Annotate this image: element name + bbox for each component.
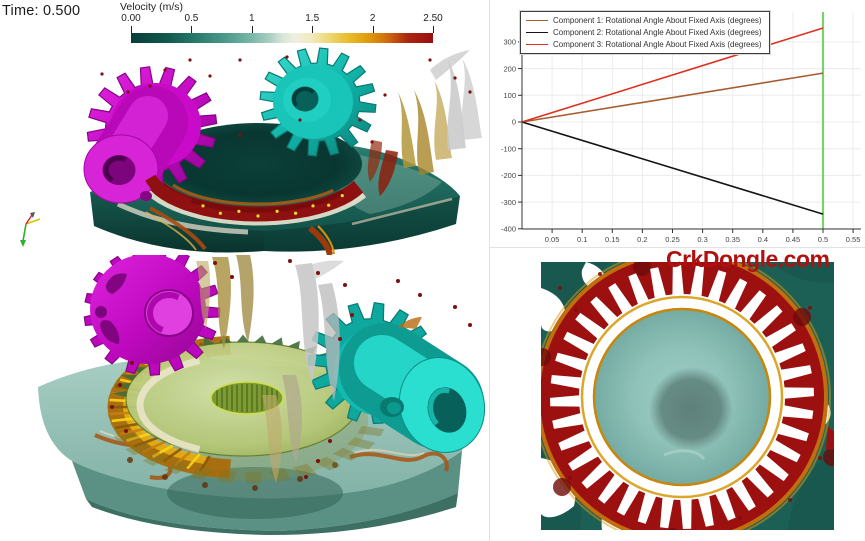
teal-gear <box>259 47 377 157</box>
gears-3d-scene-perspective <box>20 47 482 255</box>
chart-axes: 0.05 0.1 0.15 0.2 0.25 0.3 0.35 0.4 0.45 0.5 0.55 3… <box>501 12 861 244</box>
teal-gear <box>307 302 486 453</box>
gears-3d-scene-closeup <box>38 255 486 535</box>
y-tick-label: -100 <box>501 144 516 153</box>
gear-top-view-scene <box>541 262 834 530</box>
colorbar-tick <box>433 26 434 33</box>
colorbar-tick-label: 0.5 <box>184 13 199 24</box>
surface-streaks <box>116 197 453 255</box>
x-tick-label: 0.4 <box>758 235 768 244</box>
colorbar-tick <box>191 26 193 33</box>
render-view-top-left[interactable]: Time: 0.500 Velocity (m/s) 0.00 0.5 1 1.5 2 2… <box>0 0 490 255</box>
x-tick-label: 0.05 <box>545 235 560 244</box>
y-tick-label: 300 <box>503 38 516 47</box>
y-tick-label: -200 <box>501 171 516 180</box>
center-pool <box>592 307 772 487</box>
x-tick-label: 0.5 <box>818 235 828 244</box>
x-tick-label: 0.2 <box>637 235 647 244</box>
chart-series <box>521 27 824 215</box>
x-tick-label: 0.35 <box>725 235 740 244</box>
colorbar-gradient <box>131 33 433 43</box>
legend-line-swatch <box>526 31 548 33</box>
legend-label: Component 1: Rotational Angle About Fixe… <box>553 15 762 25</box>
colorbar-tick-label: 2.50 <box>423 13 443 24</box>
colorbar-tick-label: 2 <box>369 13 376 24</box>
x-tick-label: 0.15 <box>605 235 620 244</box>
legend-item-component-1: Component 1: Rotational Angle About Fixe… <box>526 14 762 26</box>
legend-label: Component 2: Rotational Angle About Fixe… <box>553 27 762 37</box>
splash-isosurfaces <box>100 50 482 196</box>
legend-line-swatch <box>526 43 548 45</box>
x-tick-label: 0.55 <box>846 235 861 244</box>
time-annotation: Time: 0.500 <box>2 3 81 19</box>
colorbar-tick <box>372 26 374 33</box>
panel-divider-horizontal <box>490 247 865 248</box>
y-tick-label: 0 <box>512 118 516 127</box>
y-tick-label: 200 <box>503 64 516 73</box>
series-line-component-3 <box>521 27 824 123</box>
x-tick-label: 0.3 <box>697 235 707 244</box>
x-tick-label: 0.45 <box>786 235 801 244</box>
colorbar-tick-label: 1.5 <box>305 13 320 24</box>
colorbar-tick-label: 1 <box>249 13 255 24</box>
y-tick-label: -300 <box>501 198 516 207</box>
crown-gear <box>107 334 385 491</box>
colorbar-tick-label: 0.00 <box>121 13 141 24</box>
y-tick-label: 100 <box>503 91 516 100</box>
colorbar-tick <box>131 26 132 33</box>
legend-label: Component 3: Rotational Angle About Fixe… <box>553 39 762 49</box>
chart-legend[interactable]: Component 1: Rotational Angle About Fixe… <box>520 11 770 54</box>
colorbar-tick <box>251 26 253 33</box>
chart-view[interactable]: 0.05 0.1 0.15 0.2 0.25 0.3 0.35 0.4 0.45 0.5 0.55 3… <box>490 0 865 248</box>
velocity-colorbar[interactable]: Velocity (m/s) 0.00 0.5 1 1.5 2 2.50 <box>115 0 445 48</box>
legend-item-component-2: Component 2: Rotational Angle About Fixe… <box>526 26 762 38</box>
colorbar-tick <box>312 26 314 33</box>
panel-divider-vertical <box>489 0 490 541</box>
x-tick-label: 0.25 <box>665 235 680 244</box>
colorbar-title: Velocity (m/s) <box>120 1 184 13</box>
x-tick-label: 0.1 <box>577 235 587 244</box>
magenta-gear <box>83 66 218 204</box>
watermark-text: CrkDongle.com <box>666 246 830 272</box>
render-view-bottom-left[interactable] <box>0 255 490 541</box>
legend-line-swatch <box>526 19 548 21</box>
magenta-gear <box>83 255 221 376</box>
splash-isosurfaces <box>110 255 472 483</box>
orientation-axes-triad <box>20 212 41 247</box>
series-line-component-2 <box>521 121 824 215</box>
y-tick-label: -400 <box>501 225 516 234</box>
gear-top-view-image <box>541 262 834 530</box>
series-line-component-1 <box>521 72 824 123</box>
render-view-bottom-right[interactable] <box>490 248 865 541</box>
legend-item-component-3: Component 3: Rotational Angle About Fixe… <box>526 38 762 50</box>
